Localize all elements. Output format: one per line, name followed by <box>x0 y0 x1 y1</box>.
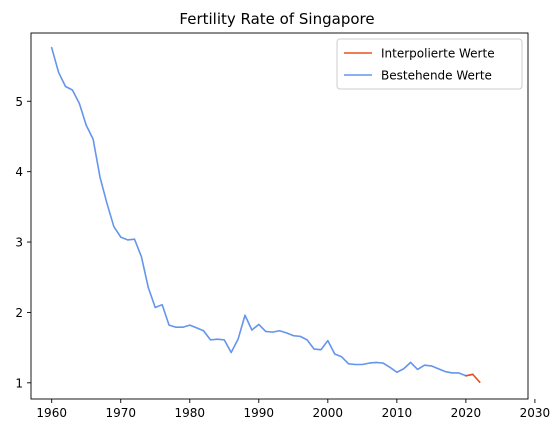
y-tick-label: 5 <box>15 95 23 109</box>
y-tick-label: 2 <box>15 306 23 320</box>
x-tick-label: 1970 <box>105 406 136 420</box>
y-tick-label: 4 <box>15 165 23 179</box>
x-tick-label: 2000 <box>313 406 344 420</box>
legend: Interpolierte Werte Bestehende Werte <box>336 38 523 90</box>
series-line-1 <box>50 46 474 377</box>
x-tick-label: 1980 <box>174 406 205 420</box>
y-tick-label: 3 <box>15 236 23 250</box>
x-tick-label: 2020 <box>451 406 482 420</box>
x-tick-label: 1990 <box>244 406 275 420</box>
series-line-0 <box>464 373 481 384</box>
legend-box <box>336 38 523 90</box>
legend-label-1: Bestehende Werte <box>381 69 492 83</box>
chart-title: Fertility Rate of Singapore <box>179 10 374 28</box>
plot-area <box>50 46 481 384</box>
x-tick-label: 2030 <box>520 406 551 420</box>
x-tick-label: 1960 <box>36 406 67 420</box>
legend-label-0: Interpolierte Werte <box>381 47 495 61</box>
axes: 1960 1970 1980 1990 2000 2010 2020 2030 1 2 3 4 5 <box>15 32 551 420</box>
y-tick-label: 1 <box>15 376 23 390</box>
x-tick-label: 2010 <box>382 406 413 420</box>
axes-frame <box>30 32 529 400</box>
